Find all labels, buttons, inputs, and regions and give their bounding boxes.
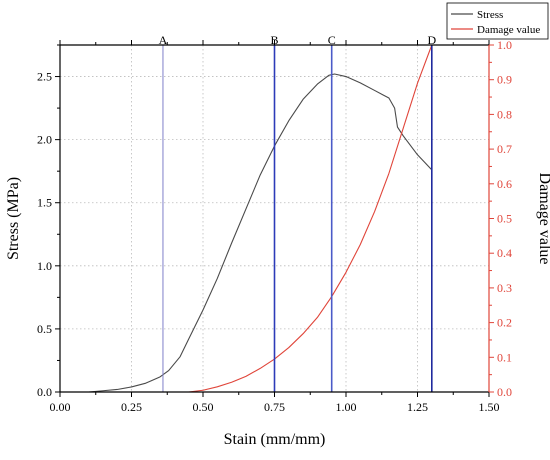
y-left-tick-label: 0.0: [37, 385, 52, 399]
marker-label-c: C: [328, 33, 336, 47]
y-right-tick-label: 0.7: [497, 142, 512, 156]
y-axis-left-title: Stress (MPa): [5, 177, 22, 260]
y-left-tick-label: 1.0: [37, 259, 52, 273]
x-axis-title: Stain (mm/mm): [224, 431, 326, 448]
series-line-stress: [88, 73, 433, 393]
y-right-tick-label: 0.2: [497, 316, 512, 330]
legend-label-stress: Stress: [477, 9, 503, 21]
y-right-tick-label: 0.8: [497, 107, 512, 121]
y-right-tick-label: 0.6: [497, 177, 512, 191]
y-right-tick-label: 0.5: [497, 212, 512, 226]
grid: [60, 45, 489, 392]
y-right-tick-label: 1.0: [497, 38, 512, 52]
x-tick-label: 0.50: [193, 400, 214, 414]
y-right-tick-label: 0.3: [497, 281, 512, 295]
y-left-tick-label: 0.5: [37, 322, 52, 336]
y-right-tick-label: 0.1: [497, 350, 512, 364]
series-layer: [88, 44, 433, 393]
x-tick-label: 1.25: [407, 400, 428, 414]
y-right-tick-label: 0.0: [497, 385, 512, 399]
y-left-tick-label: 1.5: [37, 196, 52, 210]
x-tick-label: 1.00: [336, 400, 357, 414]
y-axis-right-title: Damage value: [536, 173, 550, 265]
legend: Stress Damage value: [446, 2, 549, 40]
x-tick-label: 1.50: [479, 400, 500, 414]
y-left-tick-label: 2.0: [37, 133, 52, 147]
x-tick-label: 0.75: [264, 400, 285, 414]
marker-label-a: A: [159, 33, 168, 47]
y-left-tick-label: 2.5: [37, 70, 52, 84]
y-right-tick-label: 0.4: [497, 246, 512, 260]
series-line-damage-value: [188, 44, 433, 393]
y-right-tick-label: 0.9: [497, 73, 512, 87]
legend-label-damage-value: Damage value: [477, 24, 540, 36]
x-tick-label: 0.00: [50, 400, 71, 414]
axis-titles: Stain (mm/mm) Stress (MPa) Damage value: [5, 173, 550, 448]
marker-label-d: D: [427, 33, 436, 47]
x-tick-label: 0.25: [121, 400, 142, 414]
legend-box: [446, 2, 549, 40]
ticks: 0.00 0.25 0.50 0.75 1.00 1.25 1.500.00.51.01.5…: [37, 38, 512, 414]
